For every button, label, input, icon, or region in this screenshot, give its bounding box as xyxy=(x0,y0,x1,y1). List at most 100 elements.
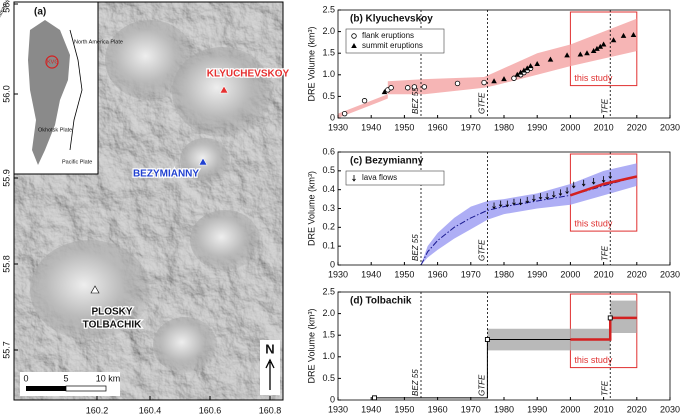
x-tick-label: 2000 xyxy=(560,269,580,279)
marker xyxy=(532,194,536,202)
reference-label: BEZ 55 xyxy=(411,87,420,114)
marker xyxy=(501,76,507,82)
scale-label: 0 xyxy=(23,373,28,383)
marker xyxy=(481,79,487,86)
x-tick-label: 1970 xyxy=(461,269,481,279)
y-tick-label: 0.5 xyxy=(322,373,335,383)
y-tick-label: 0.6 xyxy=(322,146,335,156)
chart-title: (b) Klyuchevskoy xyxy=(350,14,433,25)
x-tick-label: 2030 xyxy=(660,122,680,132)
marker xyxy=(421,84,428,90)
marker xyxy=(630,32,637,38)
volcano-label: KLYUCHEVSKOY xyxy=(207,69,290,80)
legend-label: lava flows xyxy=(362,173,397,182)
lon-tick-label: 160.4 xyxy=(139,405,162,415)
marker xyxy=(551,191,556,198)
volcano-relief xyxy=(105,20,195,100)
marker xyxy=(388,85,394,91)
lat-tick-label: 55.8 xyxy=(1,255,11,273)
lon-tick-label: 160.8 xyxy=(259,405,282,415)
x-tick-label: 1960 xyxy=(428,404,448,414)
marker xyxy=(518,198,523,206)
marker xyxy=(601,176,606,183)
reference-label: GTFE xyxy=(478,92,487,114)
volcano-marker xyxy=(198,157,208,166)
legend-marker xyxy=(351,43,357,48)
marker xyxy=(565,187,569,195)
series-line xyxy=(570,316,637,341)
x-tick-label: 1950 xyxy=(394,269,414,279)
marker xyxy=(527,63,534,69)
x-tick-label: 1950 xyxy=(394,122,414,132)
volcano-relief xyxy=(180,138,230,182)
marker xyxy=(511,75,517,81)
marker xyxy=(498,200,503,208)
scale-label: 5 xyxy=(63,373,68,383)
reference-label: BEZ 55 xyxy=(411,369,420,396)
marker xyxy=(411,84,418,90)
x-tick-label: 2000 xyxy=(560,122,580,132)
lat-tick-label: 55.9 xyxy=(1,169,11,187)
trench xyxy=(69,29,83,151)
inset-label: North America Plate xyxy=(74,39,123,45)
marker xyxy=(564,52,570,58)
chart-title: (c) Bezymianny xyxy=(350,156,424,167)
y-tick-label: 2.5 xyxy=(322,286,335,296)
marker xyxy=(484,337,490,342)
marker xyxy=(361,98,368,104)
x-tick-label: 1970 xyxy=(461,404,481,414)
x-tick-label: 2030 xyxy=(660,269,680,279)
x-tick-label: 1940 xyxy=(361,269,381,279)
map-frame xyxy=(13,1,284,401)
inset-map: Kamchatka Peninsula North America Plate … xyxy=(0,0,123,175)
marker xyxy=(405,85,411,91)
x-tick-label: 1930 xyxy=(328,404,348,414)
x-tick-label: 1930 xyxy=(328,122,348,132)
x-tick-label: 1980 xyxy=(494,404,514,414)
marker xyxy=(571,181,576,189)
marker xyxy=(584,50,590,56)
volcano-relief xyxy=(153,317,217,373)
highlight-label: this study xyxy=(574,73,613,83)
x-tick-label: 1950 xyxy=(394,404,414,414)
marker xyxy=(597,43,604,49)
marker xyxy=(590,48,597,54)
x-tick-label: 1980 xyxy=(494,269,514,279)
lat-tick-label: 56.1 xyxy=(1,0,11,13)
marker xyxy=(524,65,531,71)
x-tick-label: 1980 xyxy=(494,122,514,132)
reference-label: TFE xyxy=(600,380,609,396)
marker xyxy=(538,193,543,200)
y-tick-label: 1.0 xyxy=(322,69,335,79)
marker xyxy=(577,51,584,57)
volcano-relief xyxy=(30,240,150,340)
legend-marker xyxy=(352,175,356,182)
y-axis-label: DRE Volume (km³) xyxy=(306,171,316,246)
lat-tick-label: 56.0 xyxy=(1,85,11,103)
volcano-label: TOLBACHIK xyxy=(83,320,142,331)
y-axis-label: DRE Volume (km³) xyxy=(306,26,316,101)
marker xyxy=(491,78,497,84)
marker xyxy=(558,189,563,196)
y-tick-label: 0 xyxy=(330,112,335,122)
volcano-marker xyxy=(219,85,229,94)
y-tick-label: 2.5 xyxy=(322,4,335,14)
marker xyxy=(525,196,530,204)
x-tick-label: 2000 xyxy=(560,404,580,414)
y-tick-label: 0.2 xyxy=(322,222,335,232)
x-tick-label: 1960 xyxy=(428,269,448,279)
marker xyxy=(610,37,617,43)
inset-label: Okhotsk Plate xyxy=(38,127,72,133)
marker xyxy=(600,41,607,47)
legend-marker xyxy=(351,33,357,39)
highlight-label: this study xyxy=(574,355,613,365)
marker xyxy=(505,200,510,208)
reference-label: TFE xyxy=(600,245,609,261)
x-tick-label: 2030 xyxy=(660,404,680,414)
marker xyxy=(581,179,586,187)
y-tick-label: 1.0 xyxy=(322,351,335,361)
marker xyxy=(545,193,549,200)
y-tick-label: 0.1 xyxy=(322,241,335,251)
scale-segment xyxy=(65,385,107,392)
